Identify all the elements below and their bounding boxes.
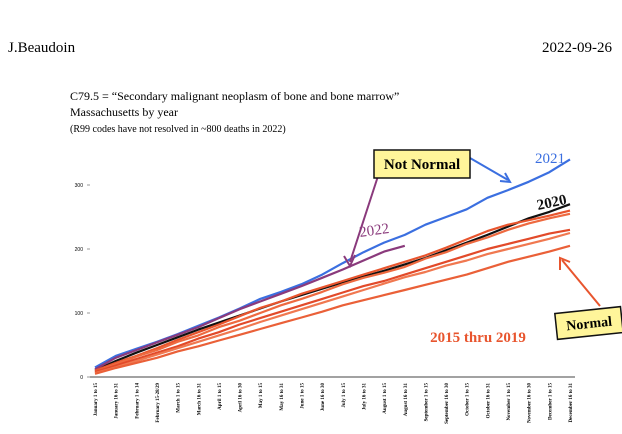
x-tick-label: April 16 to 30 [239,383,244,413]
y-tick-label: 100 [75,311,84,317]
y-tick-label: 0 [80,375,83,381]
series-line [94,231,571,375]
series-line [94,244,571,375]
annotation-box [373,149,471,179]
x-tick-label: December 16 to 31 [569,383,574,423]
chart-title: C79.5 = “Secondary malignant neoplasm of… [70,89,399,103]
annotation: 2015 thru 2019 [430,330,526,346]
x-tick-label: March 1 to 15 [177,383,182,413]
plot: 0 100 200 300 January 1 to 15 January 16 to 3… [75,158,575,424]
date: 2022-09-26 [542,40,612,56]
annotation: Not Normal [384,157,460,173]
x-tick-label: September 16 to 30 [445,383,450,424]
y-tick-label: 300 [75,183,84,189]
x-tick-label: November 16 to 30 [528,383,533,424]
author: J.Beaudoin [8,40,76,56]
x-tick-label: October 1 to 15 [466,383,471,416]
series-line [94,212,571,373]
x-tick-label: August 16 to 31 [404,383,409,417]
x-tick-label: January 16 to 31 [115,383,120,419]
arrow [349,169,381,263]
x-tick-label: September 1 to 15 [424,383,429,422]
x-tick-label: February 15-28/29 [156,383,161,423]
arrow-head [343,254,356,269]
x-tick-label: July 16 to 31 [362,383,367,411]
annotations: Not Normal Normal 2015 thru 2019 [343,149,622,346]
series-line [94,209,571,372]
chart-subtitle: Massachusetts by year [70,105,178,119]
x-tick-label: March 16 to 31 [197,383,202,416]
x-tick-label: December 1 to 15 [548,383,553,420]
y-tick-label: 200 [75,247,84,253]
series-label: 2021 [535,151,565,167]
chart-note: (R99 codes have not resolved in ~800 dea… [70,124,286,135]
x-tick-label: May 1 to 15 [259,383,264,409]
x-tick-label: January 1 to 15 [94,383,99,417]
series-label: 2020 [536,192,569,214]
series-line [94,228,571,373]
x-tick-label: October 16 to 31 [486,383,491,419]
arrow-head [559,256,571,270]
series-line [94,203,571,372]
series-label: 2022 [358,221,390,241]
annotation: Normal [566,315,613,335]
series-line [94,244,406,371]
x-tick-label: June 1 to 15 [301,383,306,409]
x-tick-label: November 1 to 15 [507,383,512,421]
arrow [561,259,601,307]
x-tick-label: April 1 to 15 [218,383,223,410]
x-tick-label: May 16 to 31 [280,383,285,411]
x-tick-label: February 1 to 14 [135,383,140,419]
x-tick-label: June 16 to 30 [321,383,326,412]
arrow [469,157,509,181]
x-tick-label: August 1 to 15 [383,383,388,414]
arrow-head [499,172,512,184]
x-tick-label: July 1 to 15 [342,383,347,408]
